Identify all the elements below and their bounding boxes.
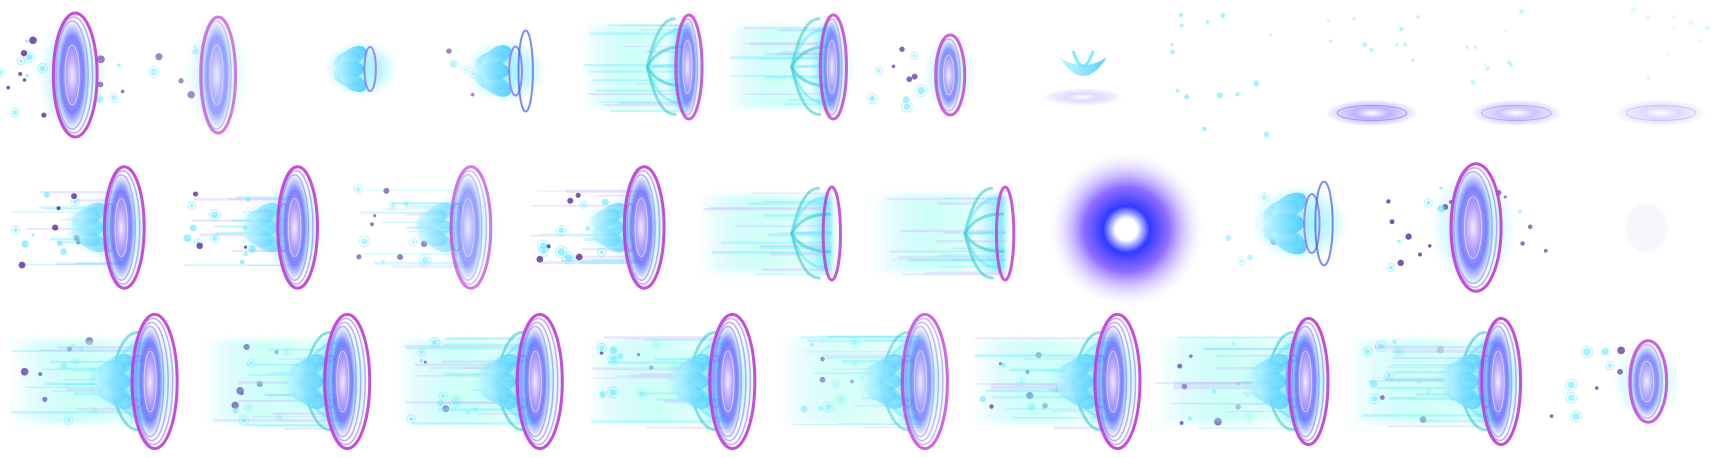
- sprite-frame-r3-c2: [202, 312, 373, 451]
- sprite-frame-r3-c7: [1155, 316, 1336, 447]
- sprite-frame-r2-c2: [183, 165, 326, 290]
- sprite-frame-r1-c2: [147, 15, 249, 135]
- sprite-frame-r3-c1: [10, 312, 180, 451]
- sprite-frame-r3-c6: [972, 312, 1143, 451]
- sprite-frame-r2-c10: [1625, 202, 1668, 253]
- sprite-frame-r3-c3: [395, 312, 565, 451]
- sprite-frame-r3-c9: [1549, 339, 1681, 424]
- sprite-frame-r3-c4: [587, 312, 758, 451]
- sprite-frame-r2-c1: [10, 165, 152, 290]
- sprite-frame-r1-c4: [446, 29, 546, 113]
- sprite-frame-r2-c4: [530, 165, 672, 290]
- sprite-frame-r1-c9: [1170, 12, 1272, 138]
- sprite-frame-r2-c9: [1386, 162, 1548, 293]
- sprite-frame-r1-c8: [1042, 50, 1124, 106]
- sprite-frame-r2-c6: [871, 185, 1016, 282]
- sprite-frame-r1-c11: [1465, 8, 1563, 127]
- sprite-frame-r2-c7: [1048, 152, 1204, 307]
- sprite-frame-r2-c3: [352, 165, 499, 290]
- sprite-frame-r1-c5: [582, 13, 710, 121]
- sprite-frame-r3-c5: [780, 312, 951, 451]
- sprite-frame-r2-c5: [698, 185, 843, 282]
- sprite-frame-r1-c1: [0, 11, 125, 139]
- sprite-frame-r1-c3: [324, 40, 398, 98]
- sprite-frame-r1-c6: [727, 13, 855, 121]
- frames-layer: [0, 7, 1710, 451]
- sprite-frame-r3-c8: [1347, 316, 1528, 447]
- sprite-frame-r2-c8: [1225, 180, 1349, 267]
- sprite-frame-r1-c7: [866, 33, 975, 117]
- sprite-frame-r1-c10: [1325, 15, 1420, 127]
- sprite-frame-r1-c12: [1614, 7, 1710, 127]
